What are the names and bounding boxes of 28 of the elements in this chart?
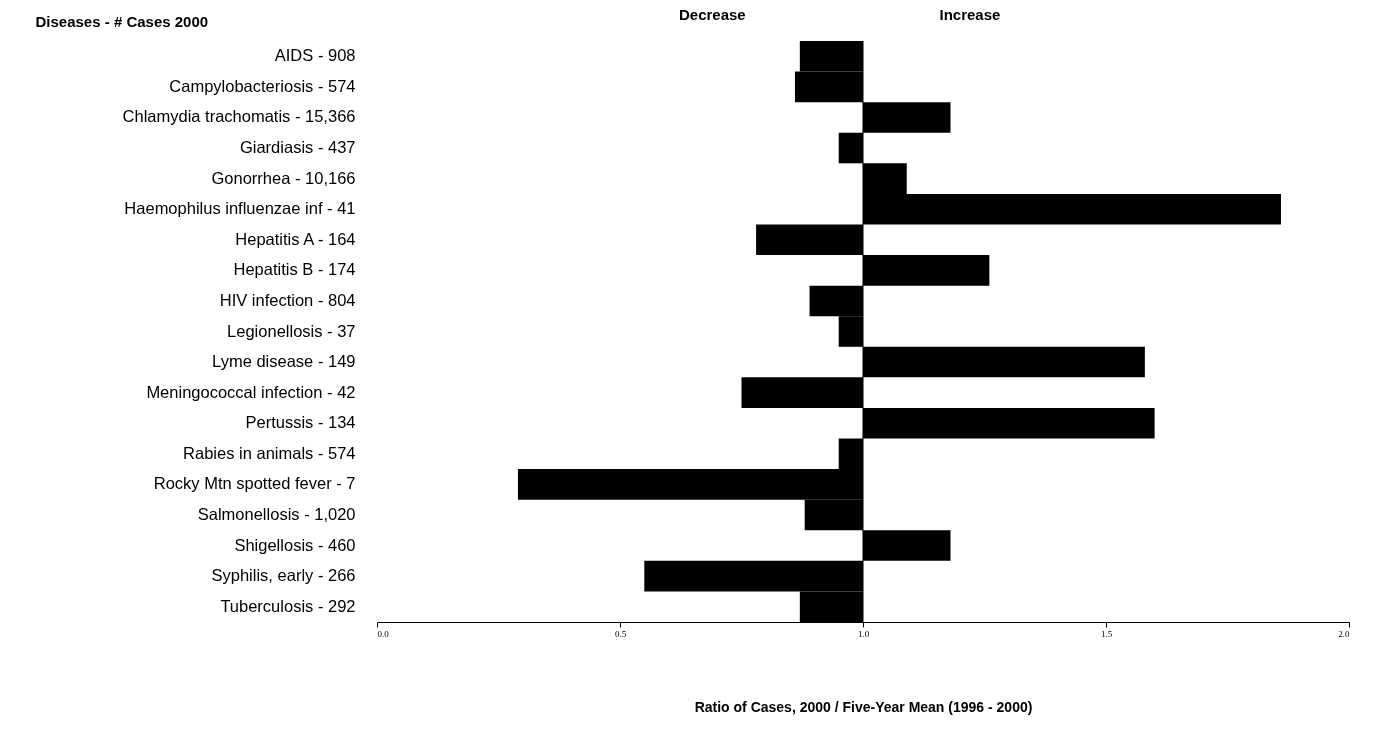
x-tick-label: 2.0 (1338, 628, 1350, 639)
x-axis-title: Ratio of Cases, 2000 / Five-Year Mean (1996 - 2000) (694, 698, 1033, 715)
y-tick-label: Gonorrhea - 10,166 (211, 168, 356, 187)
x-tick-label: 1.5 (1100, 628, 1113, 639)
y-tick-label: Hepatitis A - 164 (235, 229, 356, 248)
y-tick-label: Pertussis - 134 (245, 413, 356, 432)
y-tick-label: Campylobacteriosis - 574 (169, 76, 356, 95)
y-tick-label: Rabies in animals - 574 (183, 443, 356, 462)
text: Increase (939, 6, 1001, 23)
y-axis-title: Diseases - # Cases 2000 (35, 12, 209, 30)
y-tick-label: Giardiasis - 437 (239, 138, 356, 157)
y-tick-label: Hepatitis B - 174 (233, 260, 356, 279)
y-tick-label: Syphilis, early - 266 (211, 566, 356, 585)
x-tick-label: 1.0 (857, 628, 870, 639)
x-tick-label: 0.0 (377, 628, 390, 639)
y-tick-label: Meningococcal infection - 42 (146, 382, 356, 401)
y-tick-label: HIV infection - 804 (219, 290, 356, 309)
y-tick-label: Shigellosis - 460 (234, 535, 356, 554)
y-tick-label: Haemophilus influenzae inf - 41 (124, 199, 356, 218)
text: Decrease (678, 6, 746, 23)
y-tick-label: Lyme disease - 149 (212, 352, 356, 371)
y-tick-label: AIDS - 908 (274, 46, 356, 65)
y-tick-label: Chlamydia trachomatis - 15,366 (122, 107, 356, 126)
y-tick-label: Legionellosis - 37 (227, 321, 356, 340)
y-tick-label: Rocky Mtn spotted fever - 7 (153, 474, 356, 493)
y-tick-label: Salmonellosis - 1,020 (197, 504, 356, 523)
y-tick-label: Tuberculosis - 292 (220, 596, 356, 615)
x-tick-label: 0.5 (614, 628, 627, 639)
